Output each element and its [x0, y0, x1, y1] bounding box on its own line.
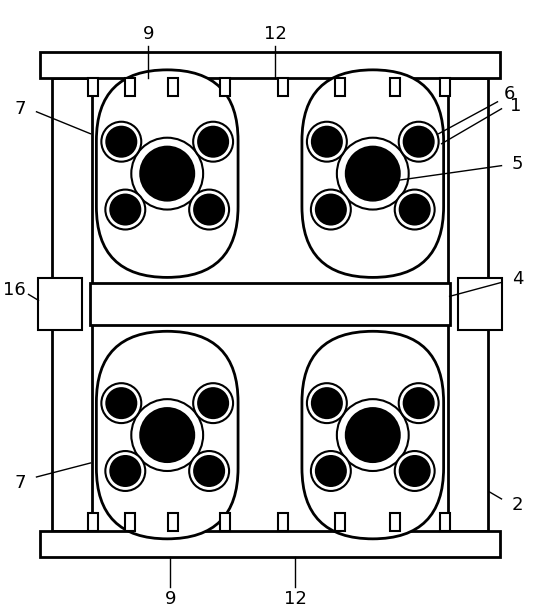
- Text: 9: 9: [143, 25, 154, 43]
- Circle shape: [194, 456, 224, 486]
- Text: 12: 12: [264, 25, 286, 43]
- Bar: [88, 513, 98, 531]
- Bar: [390, 513, 400, 531]
- Bar: [448, 78, 487, 531]
- Circle shape: [105, 451, 145, 491]
- FancyBboxPatch shape: [302, 70, 444, 278]
- Bar: [390, 78, 400, 96]
- Circle shape: [400, 195, 430, 224]
- Circle shape: [311, 190, 351, 229]
- Circle shape: [404, 127, 434, 157]
- Circle shape: [307, 383, 347, 423]
- FancyBboxPatch shape: [96, 70, 238, 278]
- FancyBboxPatch shape: [302, 331, 444, 539]
- Circle shape: [198, 127, 228, 157]
- Bar: [125, 513, 135, 531]
- Circle shape: [311, 451, 351, 491]
- Bar: [440, 513, 450, 531]
- Circle shape: [105, 190, 145, 229]
- Circle shape: [107, 388, 136, 418]
- Bar: [90, 284, 450, 325]
- Bar: [53, 78, 93, 531]
- Circle shape: [189, 451, 229, 491]
- Circle shape: [101, 383, 141, 423]
- Circle shape: [131, 138, 203, 210]
- Bar: [39, 278, 82, 330]
- Circle shape: [399, 383, 438, 423]
- Circle shape: [107, 127, 136, 157]
- Text: 9: 9: [165, 590, 176, 608]
- Bar: [335, 78, 345, 96]
- Circle shape: [316, 195, 346, 224]
- Circle shape: [110, 195, 140, 224]
- Circle shape: [395, 451, 435, 491]
- Circle shape: [110, 456, 140, 486]
- Text: 1: 1: [510, 97, 521, 115]
- Text: 7: 7: [15, 474, 26, 492]
- Text: 16: 16: [3, 281, 26, 300]
- Circle shape: [404, 388, 434, 418]
- Circle shape: [337, 138, 409, 210]
- Circle shape: [312, 127, 342, 157]
- Circle shape: [346, 146, 400, 201]
- Circle shape: [395, 190, 435, 229]
- Circle shape: [346, 408, 400, 462]
- Circle shape: [131, 399, 203, 471]
- Circle shape: [193, 383, 233, 423]
- Circle shape: [189, 190, 229, 229]
- Circle shape: [312, 388, 342, 418]
- Bar: [168, 78, 178, 96]
- Circle shape: [140, 146, 194, 201]
- Bar: [40, 52, 499, 78]
- Bar: [220, 78, 230, 96]
- Bar: [440, 78, 450, 96]
- Bar: [335, 513, 345, 531]
- Circle shape: [194, 195, 224, 224]
- Bar: [125, 78, 135, 96]
- Circle shape: [316, 456, 346, 486]
- Circle shape: [337, 399, 409, 471]
- Bar: [278, 513, 288, 531]
- Circle shape: [101, 122, 141, 162]
- FancyBboxPatch shape: [96, 331, 238, 539]
- Bar: [458, 278, 501, 330]
- Circle shape: [198, 388, 228, 418]
- Text: 6: 6: [504, 85, 515, 103]
- Bar: [278, 78, 288, 96]
- Text: 4: 4: [512, 270, 523, 289]
- Circle shape: [400, 456, 430, 486]
- Circle shape: [140, 408, 194, 462]
- Bar: [88, 78, 98, 96]
- Text: 2: 2: [512, 496, 523, 514]
- Bar: [168, 513, 178, 531]
- Circle shape: [399, 122, 438, 162]
- Text: 7: 7: [15, 100, 26, 118]
- Bar: [220, 513, 230, 531]
- Circle shape: [307, 122, 347, 162]
- Text: 12: 12: [284, 590, 306, 608]
- Bar: [40, 531, 499, 557]
- Text: 5: 5: [512, 155, 523, 173]
- Circle shape: [193, 122, 233, 162]
